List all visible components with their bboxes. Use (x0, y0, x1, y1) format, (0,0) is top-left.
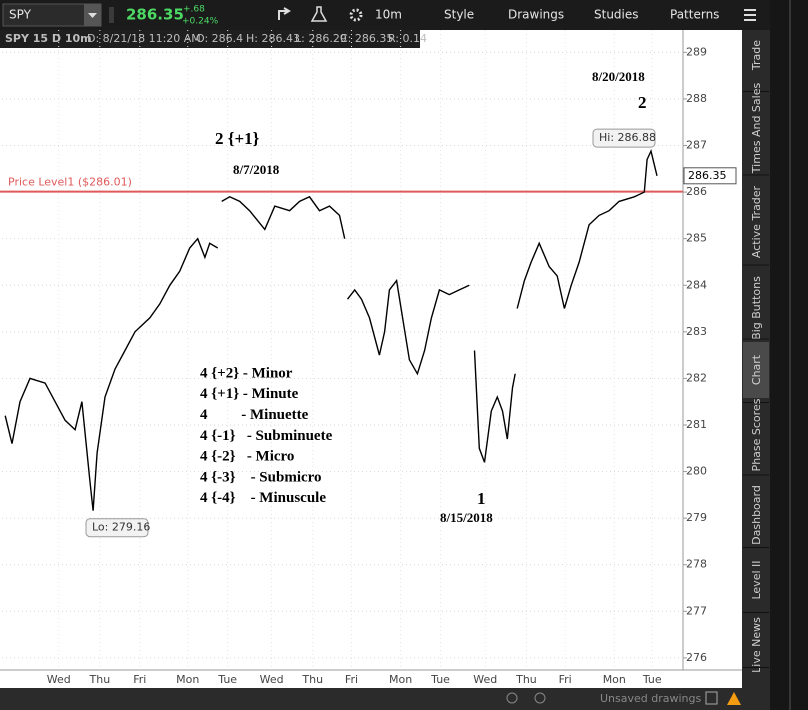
warning-icon[interactable] (727, 692, 741, 705)
annotation: 4 {-4} - Minuscule (200, 490, 326, 506)
price-line (4, 148, 658, 511)
x-tick-label: Fri (559, 673, 572, 686)
info-field: C: 286.35 (340, 32, 393, 45)
toolbar-button[interactable]: 10m (375, 8, 402, 22)
y-tick-label: 286 (686, 185, 707, 198)
settings-icon[interactable] (349, 8, 363, 22)
menu-icon[interactable] (744, 9, 756, 21)
zoom-icon[interactable] (534, 692, 546, 704)
annotation: 4 {-3} - Submicro (200, 469, 322, 485)
x-tick-label: Fri (133, 673, 146, 686)
x-tick-label: Thu (89, 673, 111, 686)
y-tick-label: 285 (686, 232, 707, 245)
side-tab[interactable]: Chart (750, 354, 763, 385)
y-tick-label: 289 (686, 45, 707, 58)
y-tick-label: 288 (686, 92, 707, 105)
toolbar-button[interactable]: Studies (594, 8, 639, 22)
save-icon[interactable] (705, 691, 718, 705)
zoom-icon[interactable] (506, 692, 518, 704)
info-field: R: 0.14 (388, 32, 427, 45)
side-tab[interactable]: Times And Sales (750, 83, 763, 175)
extreme-bubble (85, 518, 149, 538)
y-tick-label: 276 (686, 651, 707, 664)
side-tab[interactable]: Dashboard (750, 485, 763, 545)
x-tick-label: Fri (345, 673, 358, 686)
side-tab[interactable]: Active Trader (750, 185, 763, 258)
x-tick-label: Tue (430, 673, 450, 686)
y-tick-label: 281 (686, 418, 707, 431)
toolbar-button[interactable]: Drawings (508, 8, 564, 22)
annotation: 2 {+1} (215, 129, 260, 148)
x-tick-label: Mon (176, 673, 199, 686)
annotation: 2 (638, 93, 647, 112)
last-price-box (683, 167, 737, 185)
annotation: 8/20/2018 (592, 69, 645, 84)
info-field: O: 286.4 (196, 32, 243, 45)
status-bar (0, 688, 742, 710)
extreme-bubble (592, 128, 656, 148)
change: +.68 (183, 5, 205, 15)
x-tick-label: Wed (47, 673, 71, 686)
info-field: D: 8/21/18 11:20 AM (87, 32, 201, 45)
y-tick-label: 283 (686, 325, 707, 338)
active-tab (743, 342, 769, 398)
y-tick-label: 278 (686, 558, 707, 571)
side-tab[interactable]: Big Buttons (750, 276, 763, 340)
change-pct: +0.24% (182, 17, 219, 27)
y-tick-label: 284 (686, 278, 707, 291)
x-tick-label: Wed (260, 673, 284, 686)
dropdown-arrow (88, 13, 97, 18)
annotation: 4 {+1} - Minute (200, 386, 299, 402)
side-gutter (770, 0, 808, 710)
last-price-label: 286.35 (688, 169, 727, 182)
toolbar-button[interactable]: Style (444, 8, 474, 22)
x-tick-label: Wed (473, 673, 497, 686)
toolbar (0, 0, 770, 30)
x-tick-label: Thu (515, 673, 537, 686)
x-tick-label: Mon (603, 673, 626, 686)
info-field: H: 286.43 (246, 32, 300, 45)
annotation: 4 {-1} - Subminuete (200, 428, 333, 444)
share-icon[interactable] (278, 7, 291, 20)
y-tick-label: 282 (686, 371, 707, 384)
y-tick-label: 277 (686, 604, 707, 617)
extreme-label: Lo: 279.16 (92, 521, 150, 534)
y-tick-label: 279 (686, 511, 707, 524)
handle (109, 7, 114, 23)
annotation: 4 - Minuette (200, 407, 309, 423)
annotation: 8/15/2018 (440, 510, 493, 525)
last-price: 286.35 (126, 6, 184, 24)
studies-flask-icon[interactable] (310, 6, 328, 22)
symbol: SPY (9, 8, 32, 22)
x-tick-label: Tue (642, 673, 662, 686)
side-tab[interactable]: Phase Scores (750, 398, 763, 471)
annotation: 4 {+2} - Minor (200, 365, 293, 381)
info-field: L: 286.29 (295, 32, 347, 45)
x-tick-label: Tue (217, 673, 237, 686)
annotation: 1 (477, 489, 486, 508)
side-tab[interactable]: Level II (750, 560, 763, 599)
x-tick-label: Thu (301, 673, 323, 686)
status-text: Unsaved drawings (600, 692, 702, 705)
annotation: 8/7/2018 (233, 162, 280, 177)
y-tick-label: 287 (686, 139, 707, 152)
y-tick-label: 280 (686, 465, 707, 478)
annotation: 4 {-2} - Micro (200, 449, 294, 465)
side-tab[interactable]: Live News (750, 617, 763, 673)
price-level-label: Price Level1 ($286.01) (8, 176, 132, 189)
toolbar-button[interactable]: Patterns (670, 8, 719, 22)
info-field: SPY 15 D 10m (5, 32, 92, 45)
extreme-label: Hi: 286.88 (599, 131, 656, 144)
x-tick-label: Mon (389, 673, 412, 686)
side-tab[interactable]: Trade (750, 40, 763, 71)
info-bar (0, 30, 420, 48)
